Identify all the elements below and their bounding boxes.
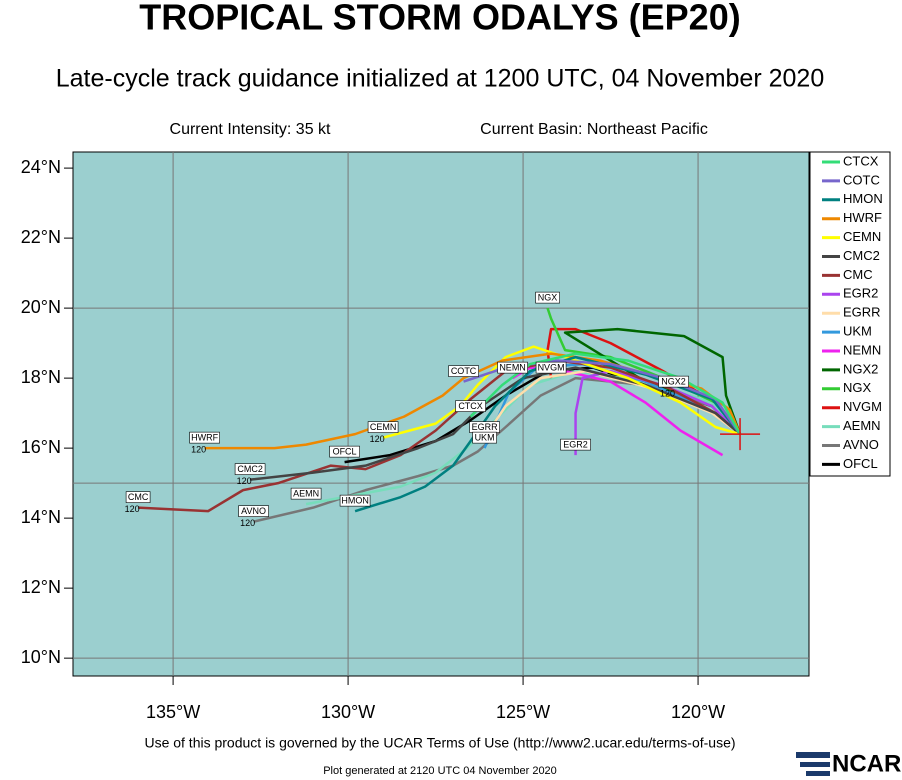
track-label-box <box>234 463 266 475</box>
legend-label: NGX <box>843 380 872 395</box>
track-label-box <box>455 400 486 412</box>
track-label-box <box>448 365 479 377</box>
track-label: NGX2 <box>661 376 686 386</box>
track-end-hour: 120 <box>125 504 140 514</box>
logo-mark <box>796 752 830 776</box>
track-label-box <box>367 421 399 433</box>
legend-label: CMC2 <box>843 248 880 263</box>
track-label-box <box>658 375 689 388</box>
x-tick-label: 135°W <box>146 702 200 722</box>
track-label: EGRR <box>472 422 499 432</box>
logo-text: NCAR <box>832 750 901 777</box>
track-end-hour: 120 <box>191 445 206 455</box>
intensity: Current Intensity: 35 kt <box>170 121 332 138</box>
legend-label: CEMN <box>843 229 881 244</box>
x-tick-label: 125°W <box>496 702 550 722</box>
legend-label: OFCL <box>843 456 878 471</box>
legend-label: COTC <box>843 172 880 187</box>
y-tick-label: 24°N <box>21 157 61 177</box>
track-label-box <box>125 491 151 503</box>
track-label-box <box>535 291 560 304</box>
track-line <box>469 352 742 435</box>
footer: Use of this product is governed by the U… <box>144 735 735 751</box>
basin: Current Basin: Northeast Pacific <box>480 121 708 138</box>
track-label: CMC2 <box>237 464 263 474</box>
track-label-box <box>290 487 322 500</box>
legend-label: CTCX <box>843 153 879 168</box>
y-tick-label: 22°N <box>21 227 61 247</box>
legend-label: HMON <box>843 191 883 206</box>
legend-label: NGX2 <box>843 361 878 376</box>
track-label-box <box>339 494 371 507</box>
legend-label: UKM <box>843 324 872 339</box>
track-label: HMON <box>341 496 369 506</box>
legend-label: NVGM <box>843 399 882 414</box>
legend-label: NEMN <box>843 342 881 357</box>
track-label: CEMN <box>370 422 397 432</box>
track-label: CTCX <box>458 401 483 411</box>
track-label-box <box>560 438 591 451</box>
track-label: NEMN <box>499 362 526 372</box>
track-label-box <box>189 431 220 444</box>
logo: NCAR <box>796 750 901 777</box>
track-label: UKM <box>475 433 495 443</box>
track-label-box <box>472 431 497 444</box>
track-label: COTC <box>451 366 477 376</box>
storm-position <box>720 418 761 451</box>
track-label: HWRF <box>191 433 218 443</box>
track-label: CMC <box>128 492 149 502</box>
track-label: NGX <box>538 292 558 302</box>
y-tick-label: 14°N <box>21 507 61 527</box>
track-label: OFCL <box>333 447 357 457</box>
track-label-box <box>329 445 360 458</box>
track-label-box <box>497 361 528 374</box>
plot-area <box>72 151 810 677</box>
y-tick-label: 16°N <box>21 437 61 457</box>
legend-label: HWRF <box>843 210 882 225</box>
track-end-hour: 120 <box>240 518 255 528</box>
track-end-hour: 120 <box>237 476 252 486</box>
y-tick-label: 12°N <box>21 577 61 597</box>
track-label: AVNO <box>241 506 266 516</box>
generated: Plot generated at 2120 UTC 04 November 2… <box>323 765 557 777</box>
y-tick-label: 10°N <box>21 647 61 667</box>
track-label: NVGM <box>538 362 565 372</box>
chart-subtitle: Late-cycle track guidance initialized at… <box>56 65 824 93</box>
track-label: AEMN <box>293 489 319 499</box>
legend-label: EGR2 <box>843 286 878 301</box>
y-tick-label: 18°N <box>21 367 61 387</box>
track-line <box>382 345 741 439</box>
y-tick-label: 20°N <box>21 297 61 317</box>
x-tick-label: 120°W <box>671 702 725 722</box>
chart-title: TROPICAL STORM ODALYS (EP20) <box>139 0 740 38</box>
track-label: EGR2 <box>563 440 588 450</box>
track-label-box <box>238 505 269 517</box>
legend-label: EGRR <box>843 305 881 320</box>
x-tick-label: 130°W <box>321 702 375 722</box>
track-line <box>138 359 741 513</box>
track-end-hour: 120 <box>370 434 385 444</box>
legend-label: CMC <box>843 267 873 282</box>
legend-label: AVNO <box>843 437 879 452</box>
legend-label: AEMN <box>843 418 881 433</box>
track-line <box>511 366 724 457</box>
track-label-box <box>535 361 567 374</box>
track-end-hour: 120 <box>660 388 675 398</box>
